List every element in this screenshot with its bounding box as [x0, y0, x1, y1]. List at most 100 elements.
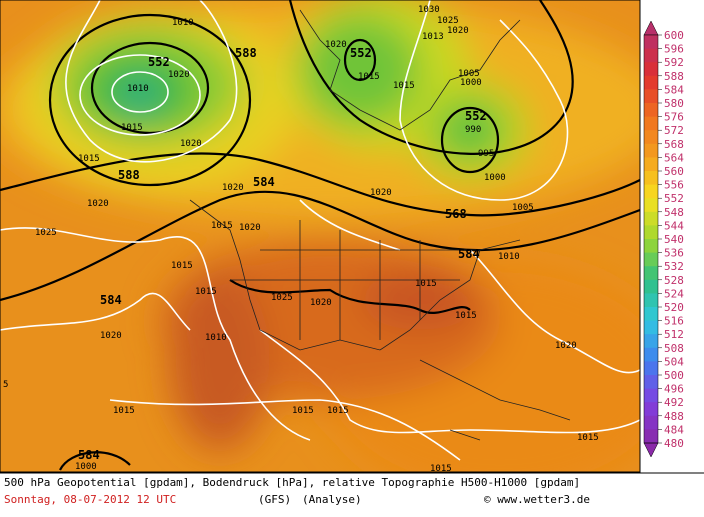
pressure-isobar-label: 1015	[292, 406, 314, 416]
colorbar-segment	[644, 334, 658, 349]
height-contour-label: 568	[445, 207, 467, 221]
height-contour-label: 584	[458, 247, 480, 261]
pressure-isobar-label: 1005	[512, 203, 534, 213]
pressure-isobar-label: 1000	[75, 462, 97, 472]
colorbar-segment	[644, 266, 658, 281]
colorbar-segment	[644, 239, 658, 254]
pressure-isobar-label: 1025	[35, 228, 57, 238]
colorbar-label: 480	[664, 437, 684, 450]
colorbar-label: 488	[664, 410, 684, 423]
colorbar-label: 556	[664, 179, 684, 192]
colorbar-label: 512	[664, 328, 684, 341]
height-contour-label: 588	[235, 46, 257, 60]
colorbar-bottom-arrow	[643, 442, 659, 458]
colorbar-label: 484	[664, 423, 684, 436]
pressure-isobar-label: 1020	[310, 298, 332, 308]
pressure-isobar-label: 1020	[87, 199, 109, 209]
colorbar-label: 524	[664, 287, 684, 300]
height-contour-label: 588	[118, 168, 140, 182]
colorbar-label: 576	[664, 111, 684, 124]
colorbar-segment	[644, 347, 658, 362]
colorbar-segment	[644, 293, 658, 308]
height-contour-label: 552	[148, 55, 170, 69]
colorbar-segment	[644, 279, 658, 294]
pressure-isobar-label: 1020	[555, 341, 577, 351]
colorbar-segment	[644, 62, 658, 77]
colorbar-label: 584	[664, 83, 684, 96]
colorbar-label: 532	[664, 260, 684, 273]
colorbar-label: 504	[664, 355, 684, 368]
pressure-isobar-label: 1015	[121, 123, 143, 133]
colorbar-segment	[644, 211, 658, 226]
colorbar-label: 520	[664, 301, 684, 314]
pressure-isobar-label: 1025	[437, 16, 459, 26]
colorbar-label: 528	[664, 274, 684, 287]
colorbar-label: 496	[664, 383, 684, 396]
pressure-isobar-label: 1020	[325, 40, 347, 50]
pressure-isobar-label: 1020	[168, 70, 190, 80]
pressure-isobar-label: 1020	[100, 331, 122, 341]
pressure-isobar-label: 1010	[172, 18, 194, 28]
colorbar-label: 548	[664, 206, 684, 219]
pressure-isobar-label: 1013	[422, 32, 444, 42]
colorbar-label: 568	[664, 138, 684, 151]
height-contour-label: 552	[350, 46, 372, 60]
colorbar-segment	[644, 429, 658, 444]
pressure-isobar-label: 1020	[180, 139, 202, 149]
footer-run: (Analyse)	[302, 493, 362, 506]
colorbar-segment	[644, 225, 658, 240]
colorbar-label: 536	[664, 247, 684, 260]
pressure-isobar-label: 1025	[271, 293, 293, 303]
colorbar-label: 596	[664, 43, 684, 56]
pressure-isobar-label: 1015	[415, 279, 437, 289]
colorbar-segment	[644, 198, 658, 213]
pressure-isobar-label: 1020	[239, 223, 261, 233]
pressure-isobar-label: 1015	[171, 261, 193, 271]
pressure-isobar-label: 5	[3, 380, 8, 390]
colorbar-segment	[644, 116, 658, 131]
footer-model: (GFS)	[258, 493, 291, 506]
colorbar-segment	[644, 252, 658, 267]
colorbar-label: 544	[664, 219, 684, 232]
pressure-isobar-label: 990	[465, 125, 481, 135]
map-labels: 5525885885845525525685845845841010102010…	[3, 5, 599, 474]
pressure-isobar-label: 1015	[577, 433, 599, 443]
colorbar-segment	[644, 307, 658, 322]
colorbar-label: 540	[664, 233, 684, 246]
map-frame	[0, 0, 641, 473]
pressure-isobar-label: 1010	[498, 252, 520, 262]
pressure-isobar-label: 1020	[222, 183, 244, 193]
pressure-isobar-label: 1010	[127, 84, 149, 94]
colorbar-segment	[644, 157, 658, 172]
footer-date: Sonntag, 08-07-2012 12 UTC	[4, 493, 176, 506]
height-contour-label: 584	[253, 175, 275, 189]
colorbar-segment	[644, 402, 658, 417]
colorbar-label: 588	[664, 70, 684, 83]
colorbar-label: 560	[664, 165, 684, 178]
map	[0, 0, 640, 472]
pressure-isobar-label: 1015	[455, 311, 477, 321]
colorbar-label: 500	[664, 369, 684, 382]
colorbar-label: 564	[664, 151, 684, 164]
colorbar-label: 508	[664, 342, 684, 355]
pressure-isobar-label: 1015	[327, 406, 349, 416]
colorbar-segment	[644, 103, 658, 118]
colorbar-label: 600	[664, 29, 684, 42]
pressure-isobar-label: 1000	[484, 173, 506, 183]
colorbar-segment	[644, 171, 658, 186]
height-contour-label: 584	[100, 293, 122, 307]
pressure-isobar-label: 995	[478, 149, 494, 159]
pressure-isobar-label: 1000	[460, 78, 482, 88]
colorbar-segment	[644, 320, 658, 335]
colorbar-segment	[644, 375, 658, 390]
colorbar-label: 572	[664, 124, 684, 137]
colorbar-segment	[644, 130, 658, 145]
colorbar-label: 516	[664, 315, 684, 328]
colorbar-segment	[644, 388, 658, 403]
pressure-isobar-label: 1015	[195, 287, 217, 297]
colorbar-label: 492	[664, 396, 684, 409]
colorbar-segment	[644, 75, 658, 90]
colorbar-label: 552	[664, 192, 684, 205]
pressure-isobar-label: 1015	[358, 72, 380, 82]
